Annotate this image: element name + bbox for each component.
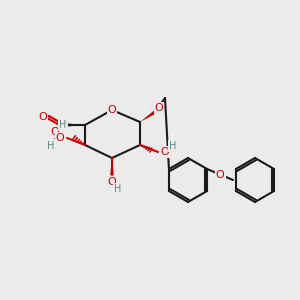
Text: O: O [154, 103, 164, 113]
Text: O: O [108, 105, 116, 115]
Text: O: O [39, 112, 47, 122]
Polygon shape [110, 158, 114, 175]
Text: O: O [56, 133, 64, 143]
Text: H: H [47, 141, 55, 151]
Text: H: H [114, 184, 122, 194]
Polygon shape [140, 110, 156, 122]
Text: H: H [59, 120, 67, 130]
Polygon shape [62, 123, 85, 127]
Text: O: O [108, 177, 116, 187]
Text: H: H [169, 141, 177, 151]
Text: O: O [160, 147, 169, 157]
Text: O: O [216, 169, 224, 179]
Text: O: O [51, 127, 59, 137]
